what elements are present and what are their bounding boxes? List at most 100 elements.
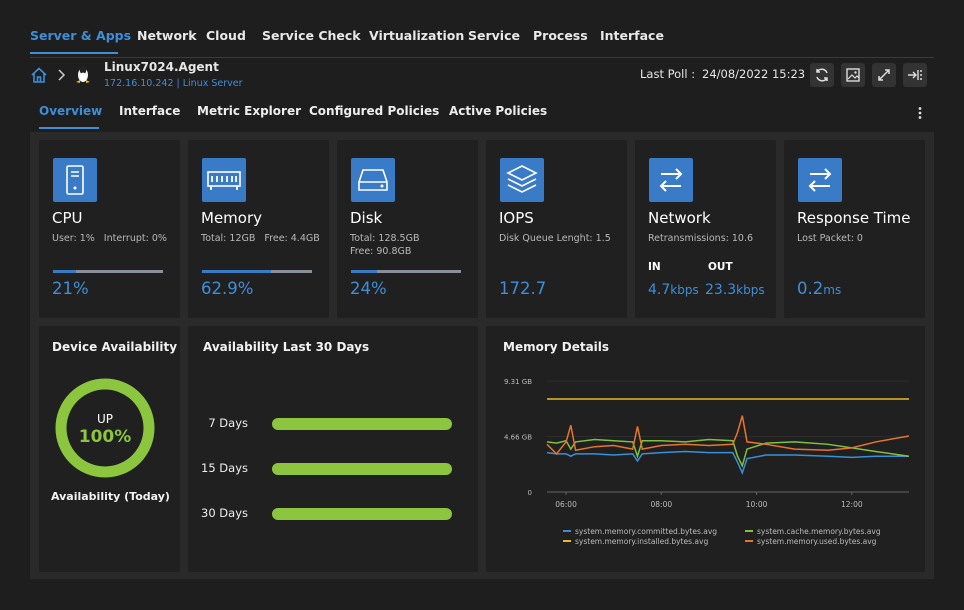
availability-bar <box>272 418 452 430</box>
metric-detail: Lost Packet: 0 <box>797 233 863 244</box>
out-label: OUT <box>708 261 733 273</box>
sub-tab[interactable]: Overview <box>39 104 103 118</box>
linux-icon <box>76 66 90 83</box>
panel-title: Device Availability <box>52 340 178 354</box>
y-tick-label: 0 <box>528 489 532 497</box>
x-tick-label: 12:00 <box>841 500 863 509</box>
x-tick-label: 08:00 <box>651 500 673 509</box>
progress-track <box>202 270 312 273</box>
icon-glyph <box>66 165 84 195</box>
in-unit: kbps <box>670 283 699 297</box>
progress-fill <box>351 270 378 273</box>
series-line <box>546 415 910 455</box>
refresh-button[interactable] <box>810 63 834 87</box>
y-tick-label: 4.66 GB <box>504 433 532 441</box>
availability-30-days-card: Availability Last 30 Days 7 Days 15 Days 3… <box>188 326 478 572</box>
metric-value: 21% <box>52 279 89 298</box>
top-tab[interactable]: Process <box>533 28 588 43</box>
icon-glyph <box>358 169 388 191</box>
progress-track <box>351 270 461 273</box>
icon-glyph <box>808 168 832 192</box>
collapse-button[interactable] <box>903 63 927 87</box>
metric-icon <box>351 158 395 202</box>
progress-fill <box>202 270 272 273</box>
sub-tab[interactable]: Configured Policies <box>309 104 440 118</box>
top-tab[interactable]: Interface <box>600 28 664 43</box>
home-icon[interactable] <box>30 66 48 84</box>
device-info: 172.16.10.242 | Linux Server <box>104 78 243 89</box>
device-availability-card: Device Availability UP 100% Availability … <box>39 326 180 572</box>
last-poll: 24/08/2022 15:23 <box>702 67 806 81</box>
metric-value-text: 21% <box>52 279 89 298</box>
top-tab[interactable]: Service <box>468 28 520 43</box>
snapshot-button[interactable] <box>841 63 865 87</box>
device-name: Linux7024.Agent <box>104 60 219 74</box>
metric-unit: ms <box>823 283 842 297</box>
row-label: 15 Days <box>201 461 248 475</box>
metric-value-text: 62.9% <box>201 279 254 298</box>
memory-line-chart: 0 4.66 GB 9.31 GB 06:00 08:00 10:00 12:00 syste… <box>504 378 910 546</box>
x-tick-label: 06:00 <box>555 500 577 509</box>
top-tab[interactable]: Cloud <box>206 28 246 43</box>
percent: 100% <box>79 427 132 447</box>
metric-details: Lost Packet: 0 <box>797 232 872 245</box>
metric-card: IOPS Disk Queue Lenght: 1.5 172.7 <box>486 140 627 318</box>
metric-icon <box>53 158 97 202</box>
icon-glyph <box>659 168 683 192</box>
availability-bar <box>272 508 452 520</box>
top-tab[interactable]: Server & Apps <box>30 28 132 43</box>
series-line <box>546 450 909 475</box>
x-tick-label: 10:00 <box>746 500 768 509</box>
sub-tab[interactable]: Interface <box>119 104 181 118</box>
last-poll-label: Last Poll : <box>640 67 696 81</box>
metric-value-text: 24% <box>350 279 387 298</box>
icon-glyph <box>207 171 241 190</box>
top-tab[interactable]: Service Check <box>262 28 361 43</box>
sub-tab[interactable]: Active Policies <box>449 104 548 118</box>
metric-title: Response Time <box>797 209 911 227</box>
metric-icon <box>649 158 693 202</box>
memory-details-card: Memory Details 0 4.66 GB 9.31 GB 06:00 08:00… <box>486 326 925 572</box>
sub-tab[interactable]: Metric Explorer <box>197 104 301 118</box>
fullscreen-button[interactable] <box>872 63 896 87</box>
metric-icon <box>500 158 544 202</box>
legend-label: system.memory.installed.bytes.avg <box>575 537 708 546</box>
more-menu[interactable] <box>916 106 924 120</box>
panel-title: Memory Details <box>503 340 610 354</box>
metric-icon <box>202 158 246 202</box>
in-number: 4.7 <box>648 282 671 298</box>
metric-card: Memory Total: 12GB Free: 4.4GB 62.9% <box>188 140 329 318</box>
metric-value: 172.7 <box>499 279 546 298</box>
status: UP <box>97 412 113 426</box>
metric-detail: Free: 4.4GB <box>264 233 320 244</box>
out-unit: kbps <box>736 283 765 297</box>
metric-value-text: 0.2 <box>797 279 824 298</box>
metric-detail: Free: 90.8GB <box>350 246 412 257</box>
metric-card: Response Time Lost Packet: 0 0.2ms <box>784 140 925 318</box>
top-tab[interactable]: Virtualization <box>369 28 465 43</box>
chevron <box>58 69 66 81</box>
top-tab[interactable]: Network <box>137 28 197 43</box>
legend-label: system.cache.memory.bytes.avg <box>757 527 881 536</box>
row-label: 7 Days <box>208 416 248 430</box>
availability-bar <box>272 463 452 475</box>
out-number: 23.3 <box>705 282 737 298</box>
metric-details: Disk Queue Lenght: 1.5 <box>499 232 620 245</box>
metric-value: 24% <box>350 279 387 298</box>
panel-title: Availability Last 30 Days <box>203 340 370 354</box>
metric-title: CPU <box>52 209 83 227</box>
legend-label: system.memory.committed.bytes.avg <box>575 527 717 536</box>
y-tick-label: 9.31 GB <box>504 378 532 386</box>
metric-title: IOPS <box>499 209 534 227</box>
metric-value: 62.9% <box>201 279 253 298</box>
metric-value: 0.2ms <box>797 279 841 298</box>
metric-title: Network <box>648 209 711 227</box>
progress-fill <box>53 270 77 273</box>
metric-detail: Retransmissions: 10.6 <box>648 233 754 244</box>
metric-value-text: 172.7 <box>499 279 547 298</box>
progress-track <box>53 270 163 273</box>
